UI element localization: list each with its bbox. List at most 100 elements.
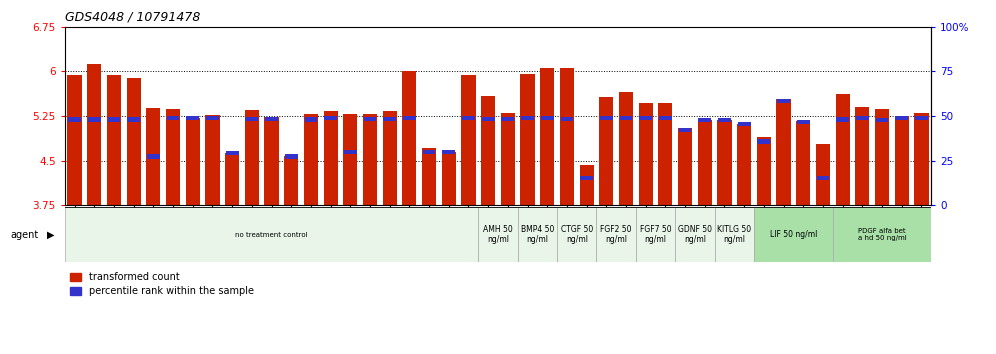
Bar — [580, 165, 594, 205]
Bar — [264, 117, 279, 205]
Bar — [88, 64, 102, 205]
Bar — [88, 118, 101, 121]
Bar — [914, 113, 928, 205]
Bar — [738, 121, 751, 126]
Bar — [600, 116, 613, 120]
Bar — [285, 154, 298, 159]
Bar — [364, 117, 376, 121]
Bar — [659, 116, 671, 120]
Bar — [422, 150, 435, 154]
Bar — [620, 116, 632, 120]
Bar — [796, 121, 811, 205]
Bar — [856, 116, 869, 120]
Bar — [540, 68, 555, 205]
Bar — [758, 139, 770, 144]
Text: BMP4 50
ng/ml: BMP4 50 ng/ml — [521, 225, 554, 244]
Bar — [833, 207, 931, 262]
Text: ▶: ▶ — [47, 229, 55, 240]
Bar — [816, 144, 830, 205]
Text: agent: agent — [10, 229, 38, 240]
Bar — [915, 116, 928, 120]
Bar — [166, 116, 179, 120]
Bar — [777, 99, 790, 103]
Bar — [304, 114, 318, 205]
Bar — [560, 68, 574, 205]
Bar — [501, 117, 514, 121]
Bar — [441, 152, 456, 205]
Bar — [518, 207, 557, 262]
Bar — [875, 118, 888, 122]
Bar — [226, 151, 238, 155]
Text: LIF 50 ng/ml: LIF 50 ng/ml — [770, 230, 817, 239]
Bar — [382, 110, 396, 205]
Bar — [186, 116, 199, 120]
Bar — [697, 120, 712, 205]
Bar — [146, 108, 160, 205]
Text: FGF7 50
ng/ml: FGF7 50 ng/ml — [639, 225, 671, 244]
Bar — [754, 207, 833, 262]
Bar — [422, 148, 436, 205]
Bar — [561, 117, 574, 121]
Bar — [402, 71, 416, 205]
Bar — [461, 75, 475, 205]
Bar — [206, 116, 219, 120]
Bar — [597, 207, 635, 262]
Bar — [127, 118, 140, 121]
Bar — [65, 207, 478, 262]
Bar — [245, 117, 258, 121]
Text: KITLG 50
ng/ml: KITLG 50 ng/ml — [717, 225, 751, 244]
Bar — [635, 207, 675, 262]
Bar — [717, 120, 732, 205]
Bar — [658, 103, 672, 205]
Bar — [678, 127, 691, 132]
Bar — [737, 124, 751, 205]
Bar — [718, 118, 731, 122]
Text: no treatment control: no treatment control — [235, 232, 308, 238]
Bar — [856, 107, 870, 205]
Bar — [678, 128, 692, 205]
Bar — [305, 118, 318, 121]
Bar — [108, 118, 121, 121]
Bar — [147, 154, 159, 159]
Bar — [895, 116, 908, 120]
Bar — [521, 74, 535, 205]
Text: GDS4048 / 10791478: GDS4048 / 10791478 — [65, 11, 200, 24]
Bar — [698, 118, 711, 122]
Bar — [757, 137, 771, 205]
Text: AMH 50
ng/ml: AMH 50 ng/ml — [483, 225, 513, 244]
Bar — [205, 115, 219, 205]
Bar — [442, 150, 455, 154]
Bar — [481, 96, 495, 205]
Bar — [715, 207, 754, 262]
Bar — [126, 78, 140, 205]
Bar — [837, 118, 849, 121]
Bar — [166, 109, 180, 205]
Bar — [600, 97, 614, 205]
Text: FGF2 50
ng/ml: FGF2 50 ng/ml — [601, 225, 631, 244]
Bar — [675, 207, 715, 262]
Bar — [462, 116, 475, 120]
Bar — [557, 207, 597, 262]
Bar — [225, 153, 239, 205]
Text: CTGF 50
ng/ml: CTGF 50 ng/ml — [561, 225, 593, 244]
Bar — [344, 114, 358, 205]
Bar — [619, 91, 633, 205]
Text: GDNF 50
ng/ml: GDNF 50 ng/ml — [678, 225, 712, 244]
Bar — [501, 113, 515, 205]
Legend: transformed count, percentile rank within the sample: transformed count, percentile rank withi… — [70, 272, 254, 296]
Bar — [245, 110, 259, 205]
Bar — [185, 118, 200, 205]
Bar — [478, 207, 518, 262]
Bar — [324, 111, 338, 205]
Bar — [325, 116, 337, 120]
Bar — [68, 75, 82, 205]
Bar — [581, 176, 593, 180]
Bar — [797, 120, 810, 124]
Bar — [265, 117, 278, 121]
Bar — [344, 150, 357, 154]
Bar — [482, 117, 495, 121]
Bar — [284, 156, 299, 205]
Text: PDGF alfa bet
a hd 50 ng/ml: PDGF alfa bet a hd 50 ng/ml — [858, 228, 906, 241]
Bar — [836, 95, 850, 205]
Bar — [383, 117, 396, 121]
